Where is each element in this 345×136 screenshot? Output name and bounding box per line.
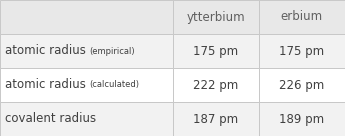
Text: 175 pm: 175 pm bbox=[279, 44, 324, 58]
Bar bbox=[0, 102, 172, 136]
Text: (calculated): (calculated) bbox=[89, 81, 139, 89]
Bar bbox=[259, 34, 345, 68]
Bar bbox=[172, 0, 259, 34]
Bar bbox=[0, 68, 172, 102]
Bar bbox=[0, 0, 172, 34]
Text: (empirical): (empirical) bbox=[89, 47, 135, 55]
Text: 175 pm: 175 pm bbox=[193, 44, 238, 58]
Bar bbox=[172, 34, 259, 68]
Text: 187 pm: 187 pm bbox=[193, 112, 238, 126]
Bar bbox=[172, 68, 259, 102]
Bar bbox=[259, 102, 345, 136]
Bar bbox=[259, 0, 345, 34]
Text: covalent radius: covalent radius bbox=[5, 112, 96, 126]
Bar bbox=[172, 102, 259, 136]
Text: 226 pm: 226 pm bbox=[279, 78, 325, 92]
Text: erbium: erbium bbox=[281, 10, 323, 24]
Bar bbox=[0, 34, 172, 68]
Bar bbox=[259, 68, 345, 102]
Text: atomic radius: atomic radius bbox=[5, 44, 86, 58]
Text: 222 pm: 222 pm bbox=[193, 78, 238, 92]
Text: ytterbium: ytterbium bbox=[186, 10, 245, 24]
Text: 189 pm: 189 pm bbox=[279, 112, 324, 126]
Text: atomic radius: atomic radius bbox=[5, 78, 86, 92]
